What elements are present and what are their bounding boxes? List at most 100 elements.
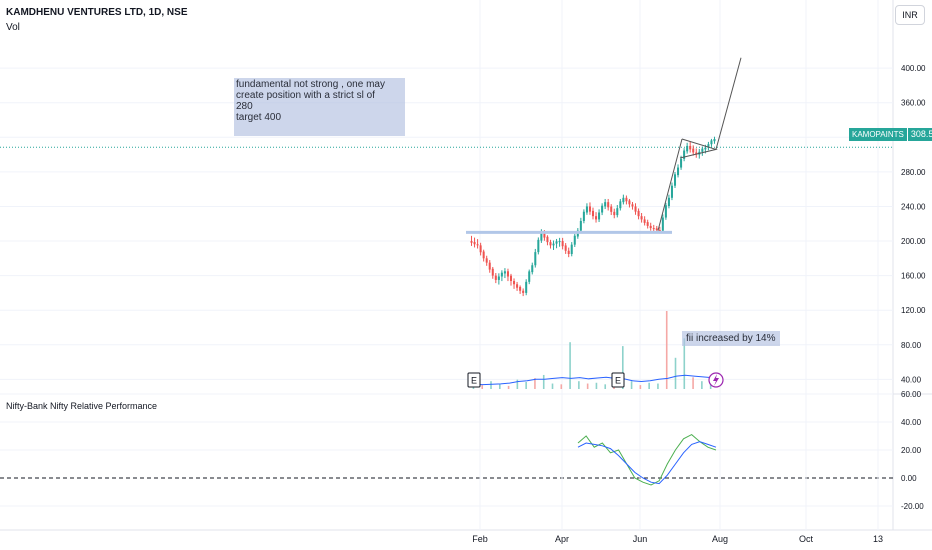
volume-bar (490, 381, 492, 389)
price-tick-label: 240.00 (901, 202, 926, 211)
candle-body (707, 144, 710, 148)
earnings-marker-label: E (615, 376, 621, 386)
candle-body (479, 245, 482, 253)
volume-bar (507, 385, 510, 389)
candle-body (613, 211, 616, 216)
candle-body (476, 244, 479, 246)
volume-bar (498, 384, 501, 389)
candle-body (658, 230, 661, 232)
candle-body (683, 150, 686, 159)
candle-body (673, 174, 677, 186)
time-tick-label: Jun (633, 534, 648, 544)
price-tag: KAMOPAINTS 308.55 (849, 128, 932, 141)
candle-body (473, 241, 476, 245)
chart-title: KAMDHENU VENTURES LTD, 1D, NSE (6, 7, 188, 18)
price-tick-label: 360.00 (901, 99, 926, 108)
candle-body (570, 244, 573, 255)
candle-body (494, 275, 497, 280)
annotation-note[interactable]: fundamental not strong , one may create … (234, 78, 405, 136)
candle-body (582, 211, 585, 221)
candle-body (503, 271, 506, 274)
projection-line (715, 57, 742, 150)
candle-body (513, 281, 516, 285)
volume-ma-line (474, 374, 712, 386)
candle-body (506, 271, 509, 277)
volume-bar (692, 377, 694, 389)
rel-tick-label: 0.00 (901, 474, 917, 483)
volume-bar (621, 346, 624, 389)
candle-body (567, 250, 570, 255)
candle-body (661, 217, 664, 231)
candle-body (522, 290, 525, 293)
volume-bar (665, 311, 668, 389)
currency-button[interactable]: INR (895, 5, 925, 25)
candle-body (555, 241, 558, 244)
price-tag-value: 308.55 (910, 129, 932, 139)
volume-bar (604, 384, 607, 389)
candle-body (500, 272, 503, 277)
candle-body (601, 205, 604, 213)
candle-body (528, 271, 531, 282)
candle-body (677, 167, 680, 176)
candle-body (485, 258, 488, 263)
candle-body (552, 243, 555, 246)
price-tick-label: 80.00 (901, 341, 922, 350)
candle-body (607, 202, 610, 208)
volume-bar (674, 357, 677, 389)
candle-body (540, 232, 543, 241)
candle-body (634, 206, 637, 212)
volume-bar (534, 378, 536, 389)
candle-body (561, 241, 564, 247)
rel-tick-label: -20.00 (901, 502, 924, 511)
candle-body (622, 197, 625, 203)
volume-bar (639, 385, 642, 389)
price-tag-symbol: KAMOPAINTS (849, 128, 908, 141)
candle-body (646, 222, 649, 226)
candle-body (713, 139, 716, 142)
candle-body (488, 262, 491, 270)
time-tick-label: Feb (472, 534, 488, 544)
flagpole-line (657, 138, 683, 231)
candle-body (579, 220, 582, 231)
volume-bar (542, 374, 545, 389)
time-tick-label: Aug (712, 534, 728, 544)
earnings-marker-icon (611, 372, 625, 388)
candle-body (625, 197, 628, 202)
candle-body (543, 232, 546, 238)
time-tick-label: Apr (555, 534, 569, 544)
price-tick-label: 280.00 (901, 168, 926, 177)
candle-body (701, 148, 704, 152)
candle-body (591, 210, 595, 217)
price-tick-label: 120.00 (901, 306, 926, 315)
candle-body (640, 216, 643, 220)
time-tick-label: Oct (799, 534, 814, 544)
candle-body (573, 235, 576, 245)
candle-body (595, 216, 598, 220)
candle-body (670, 185, 673, 198)
candle-body (482, 251, 485, 259)
candle-body (655, 228, 658, 231)
candle-body (652, 228, 655, 230)
volume-bar (560, 384, 563, 389)
volume-bar (630, 381, 633, 389)
price-tick-label: 40.00 (901, 375, 922, 384)
earnings-marker-label: E (471, 376, 477, 386)
candle-body (598, 212, 601, 220)
volume-bar (481, 385, 484, 389)
volume-bar (648, 382, 650, 389)
candle-body (616, 208, 619, 216)
candle-body (497, 276, 500, 280)
candle-body (470, 241, 473, 243)
volume-bar (569, 342, 571, 389)
candle-body (692, 148, 695, 153)
price-tick-label: 200.00 (901, 237, 926, 246)
fii-note[interactable]: fii increased by 14% (682, 331, 780, 346)
candle-body (667, 197, 670, 207)
rel-tick-label: 60.00 (901, 390, 922, 399)
lightning-bolt (713, 374, 719, 386)
price-tick-label: 400.00 (901, 64, 926, 73)
candle-body (680, 158, 683, 168)
volume-label: Vol (6, 22, 20, 33)
